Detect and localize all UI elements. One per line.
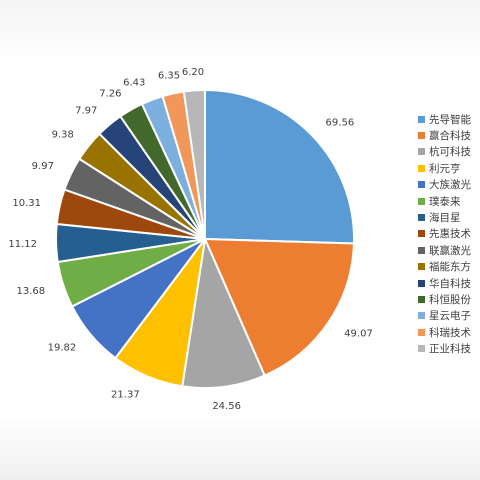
legend-item: 先导智能 [418, 111, 471, 127]
legend-swatch [418, 246, 425, 254]
legend-item: 杭可科技 [418, 144, 471, 160]
pie-slice [182, 88, 206, 240]
legend-swatch [418, 164, 425, 172]
legend-label: 赢合科技 [429, 130, 471, 143]
legend-swatch [418, 328, 425, 336]
legend-item: 大族激光 [418, 177, 471, 193]
chart-legend: 先导智能赢合科技杭可科技利元亨大族激光璞泰来海目星先惠技术联赢激光福能东方华自科… [418, 111, 471, 357]
legend-item: 科恒股份 [418, 291, 471, 307]
pie-data-labels: 69.56 49.07 24.56 21.37 19.82 13.68 11.12 10.31… [8, 67, 372, 412]
pie-data-label: 7.97 [75, 106, 97, 117]
legend-swatch [418, 115, 425, 123]
pie-data-label: 10.31 [12, 198, 41, 209]
pie-slices [55, 88, 355, 389]
legend-swatch [418, 148, 425, 156]
legend-label: 先惠技术 [429, 228, 471, 241]
pie-data-label: 13.68 [16, 286, 45, 297]
legend-item: 华自科技 [418, 275, 471, 291]
pie-data-label: 49.07 [344, 329, 373, 340]
legend-swatch [418, 295, 425, 303]
pie-data-label: 6.20 [182, 67, 204, 78]
pie-slice [181, 235, 266, 389]
legend-label: 璞泰来 [429, 195, 461, 208]
legend-label: 利元亨 [429, 162, 461, 175]
legend-label: 科瑞技术 [429, 326, 471, 339]
legend-label: 杭可科技 [429, 146, 471, 159]
legend-label: 联赢激光 [429, 244, 471, 257]
legend-item: 科瑞技术 [418, 324, 471, 340]
legend-label: 正业科技 [429, 343, 471, 356]
legend-item: 星云电子 [418, 308, 471, 324]
pie-data-label: 9.97 [32, 161, 54, 172]
legend-item: 先惠技术 [418, 226, 471, 242]
pie-slice [203, 237, 355, 377]
legend-swatch [418, 279, 425, 287]
pie-slice [204, 88, 355, 245]
legend-item: 海目星 [418, 209, 471, 225]
legend-label: 先导智能 [429, 113, 471, 126]
pie-data-label: 19.82 [48, 342, 77, 353]
pie-data-label: 6.35 [158, 70, 180, 81]
legend-item: 福能东方 [418, 259, 471, 275]
legend-label: 大族激光 [429, 179, 471, 192]
legend-label: 科恒股份 [429, 293, 471, 306]
legend-label: 福能东方 [429, 261, 471, 274]
legend-swatch [418, 312, 425, 320]
legend-item: 利元亨 [418, 160, 471, 176]
legend-label: 星云电子 [429, 310, 471, 323]
pie-data-label: 24.56 [212, 401, 241, 412]
pie-data-label: 69.56 [326, 117, 355, 128]
legend-label: 海目星 [429, 212, 461, 225]
legend-item: 璞泰来 [418, 193, 471, 209]
legend-swatch [418, 230, 425, 238]
pie-data-label: 6.43 [123, 77, 145, 88]
pie-data-label: 7.26 [99, 89, 121, 100]
legend-swatch [418, 197, 425, 205]
legend-item: 联赢激光 [418, 242, 471, 258]
legend-swatch [418, 132, 425, 140]
legend-swatch [418, 263, 425, 271]
legend-swatch [418, 345, 425, 353]
legend-label: 华自科技 [429, 277, 471, 290]
pie-data-label: 11.12 [8, 239, 37, 250]
legend-swatch [418, 181, 425, 189]
legend-swatch [418, 214, 425, 222]
legend-item: 正业科技 [418, 340, 471, 356]
pie-data-label: 9.38 [52, 129, 74, 140]
legend-item: 赢合科技 [418, 127, 471, 143]
pie-data-label: 21.37 [111, 389, 140, 400]
